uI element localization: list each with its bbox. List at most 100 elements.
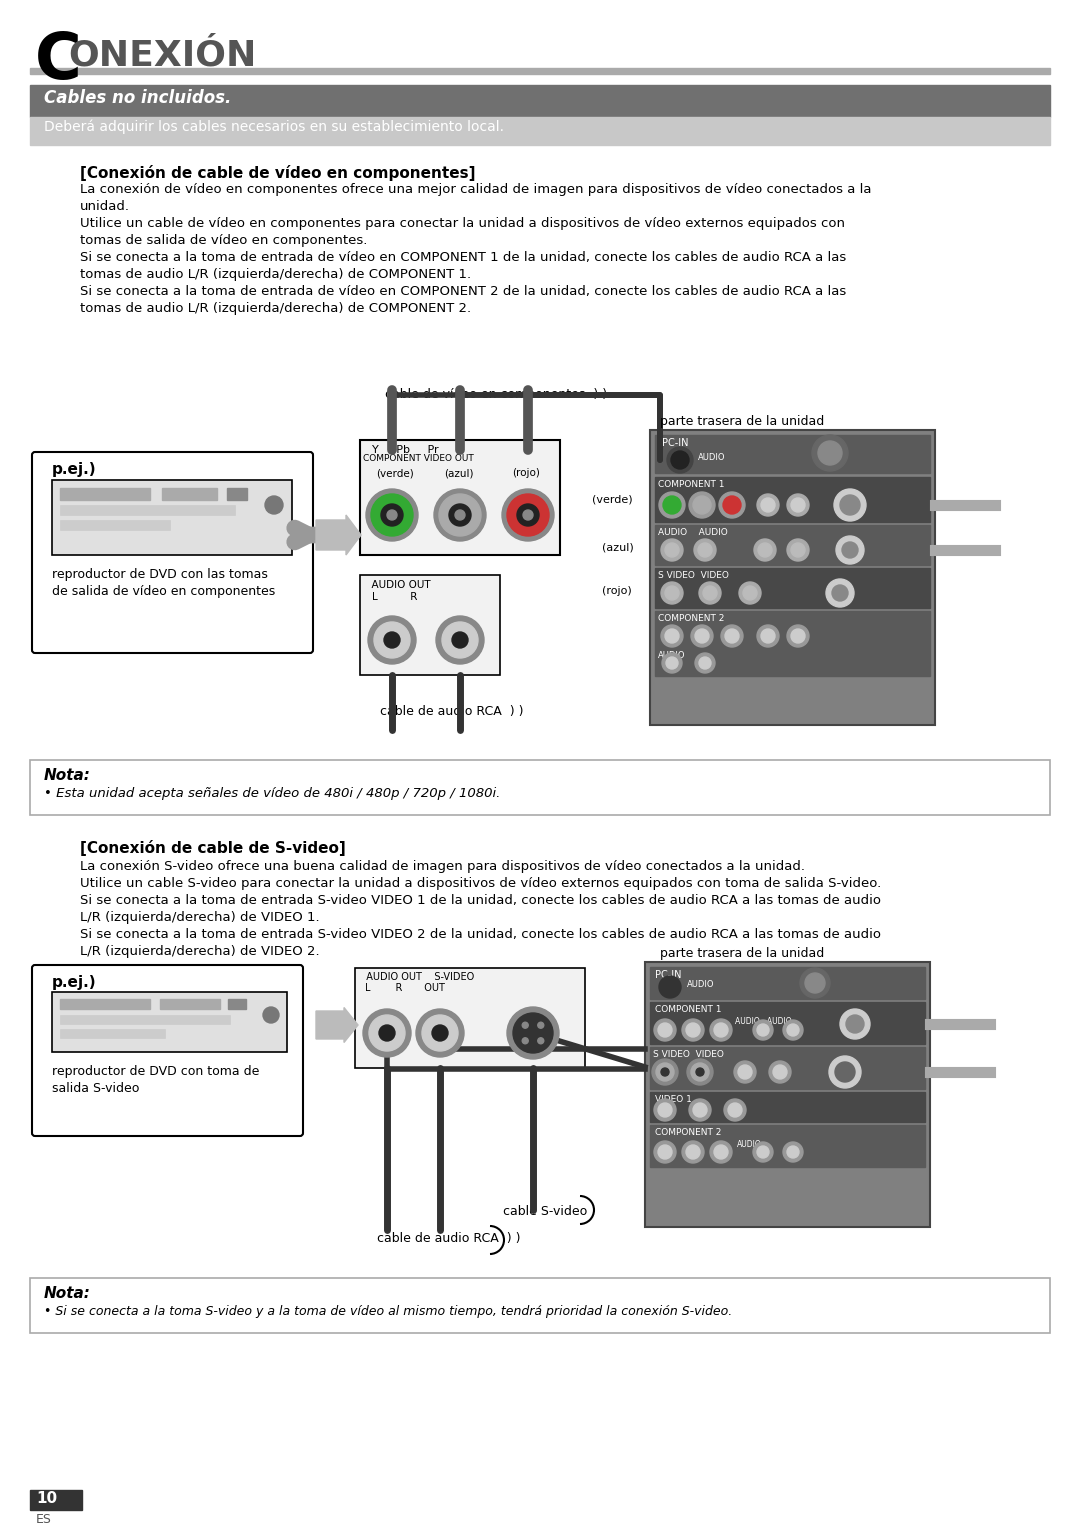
- Text: tomas de audio L/R (izquierda/derecha) de COMPONENT 1.: tomas de audio L/R (izquierda/derecha) d…: [80, 269, 471, 281]
- FancyArrow shape: [316, 514, 361, 555]
- Circle shape: [691, 1064, 708, 1080]
- Text: C: C: [35, 31, 82, 92]
- Bar: [52, 992, 287, 1051]
- Bar: [360, 439, 561, 555]
- Circle shape: [757, 1024, 769, 1036]
- Text: VIDEO 1: VIDEO 1: [654, 1096, 692, 1103]
- Text: Si se conecta a la toma de entrada S-video VIDEO 1 de la unidad, conecte los cab: Si se conecta a la toma de entrada S-vid…: [80, 894, 881, 906]
- Bar: [645, 961, 930, 1227]
- Text: AUDIO OUT: AUDIO OUT: [365, 580, 431, 591]
- Circle shape: [432, 1025, 448, 1041]
- Text: PC-IN: PC-IN: [662, 438, 689, 449]
- Bar: [162, 488, 217, 501]
- Text: L/R (izquierda/derecha) de VIDEO 1.: L/R (izquierda/derecha) de VIDEO 1.: [80, 911, 320, 925]
- Text: La conexión de vídeo en componentes ofrece una mejor calidad de imagen para disp: La conexión de vídeo en componentes ofre…: [80, 183, 872, 195]
- Circle shape: [538, 1022, 543, 1029]
- Circle shape: [658, 1103, 672, 1117]
- Circle shape: [507, 1007, 559, 1059]
- Circle shape: [658, 1022, 672, 1038]
- Circle shape: [689, 1099, 711, 1122]
- Circle shape: [840, 494, 860, 514]
- Circle shape: [517, 504, 539, 526]
- Circle shape: [434, 488, 486, 542]
- Text: • Esta unidad acepta señales de vídeo de 480i / 480p / 720p / 1080i.: • Esta unidad acepta señales de vídeo de…: [44, 787, 500, 800]
- Circle shape: [696, 1068, 704, 1076]
- Circle shape: [826, 578, 854, 607]
- Text: cable de audio RCA  ) ): cable de audio RCA ) ): [380, 705, 524, 719]
- Circle shape: [812, 435, 848, 472]
- Circle shape: [805, 974, 825, 993]
- Bar: [654, 478, 930, 522]
- Text: [Conexión de cable de vídeo en componentes]: [Conexión de cable de vídeo en component…: [80, 165, 475, 182]
- Bar: [654, 435, 930, 473]
- Circle shape: [783, 1019, 804, 1041]
- Circle shape: [661, 1068, 669, 1076]
- Circle shape: [523, 1038, 528, 1044]
- Circle shape: [754, 539, 777, 562]
- Circle shape: [714, 1022, 728, 1038]
- Circle shape: [264, 1007, 279, 1022]
- Circle shape: [836, 536, 864, 565]
- Bar: [228, 1000, 246, 1009]
- Bar: [654, 568, 930, 607]
- Text: AUDIO: AUDIO: [698, 453, 726, 462]
- Circle shape: [787, 1146, 799, 1158]
- Circle shape: [761, 629, 775, 642]
- Text: La conexión S-video ofrece una buena calidad de imagen para dispositivos de víde: La conexión S-video ofrece una buena cal…: [80, 861, 805, 873]
- Circle shape: [372, 494, 413, 536]
- Text: • Si se conecta a la toma S-video y a la toma de vídeo al mismo tiempo, tendrá p: • Si se conecta a la toma S-video y a la…: [44, 1305, 732, 1318]
- Circle shape: [659, 977, 681, 998]
- Bar: [60, 488, 150, 501]
- Circle shape: [734, 1061, 756, 1083]
- Circle shape: [791, 497, 805, 513]
- Circle shape: [689, 491, 715, 517]
- Text: AUDIO: AUDIO: [687, 980, 715, 989]
- Circle shape: [757, 626, 779, 647]
- Circle shape: [422, 1015, 458, 1051]
- Text: de salida de vídeo en componentes: de salida de vídeo en componentes: [52, 584, 275, 598]
- Bar: [30, 1277, 1050, 1334]
- Circle shape: [507, 494, 549, 536]
- Text: unidad.: unidad.: [80, 200, 130, 214]
- Circle shape: [513, 1013, 553, 1053]
- Circle shape: [502, 488, 554, 542]
- Text: S VIDEO  VIDEO: S VIDEO VIDEO: [658, 571, 729, 580]
- Bar: [30, 118, 1050, 145]
- Text: reproductor de DVD con las tomas: reproductor de DVD con las tomas: [52, 568, 268, 581]
- Circle shape: [681, 1141, 704, 1163]
- Text: Utilice un cable de vídeo en componentes para conectar la unidad a dispositivos : Utilice un cable de vídeo en componentes…: [80, 217, 845, 230]
- Text: Y     Pb     Pr: Y Pb Pr: [365, 446, 438, 455]
- Circle shape: [787, 1024, 799, 1036]
- Circle shape: [757, 1146, 769, 1158]
- Circle shape: [687, 1059, 713, 1085]
- Text: tomas de audio L/R (izquierda/derecha) de COMPONENT 2.: tomas de audio L/R (izquierda/derecha) d…: [80, 302, 471, 314]
- Text: p.ej.): p.ej.): [52, 975, 96, 990]
- Bar: [227, 488, 247, 501]
- Text: Si se conecta a la toma de entrada de vídeo en COMPONENT 2 de la unidad, conecte: Si se conecta a la toma de entrada de ví…: [80, 285, 847, 298]
- Bar: [654, 610, 930, 676]
- Circle shape: [834, 488, 866, 520]
- Circle shape: [710, 1019, 732, 1041]
- Circle shape: [753, 1141, 773, 1161]
- Circle shape: [523, 510, 534, 520]
- Circle shape: [665, 543, 679, 557]
- Circle shape: [661, 539, 683, 562]
- FancyBboxPatch shape: [32, 452, 313, 653]
- Text: (azul): (azul): [444, 468, 473, 478]
- Text: (rojo): (rojo): [512, 468, 540, 478]
- Circle shape: [663, 496, 681, 514]
- Text: Deberá adquirir los cables necesarios en su establecimiento local.: Deberá adquirir los cables necesarios en…: [44, 121, 504, 134]
- FancyBboxPatch shape: [32, 964, 303, 1135]
- Circle shape: [387, 510, 397, 520]
- Circle shape: [455, 510, 465, 520]
- Circle shape: [671, 452, 689, 468]
- Text: COMPONENT 1: COMPONENT 1: [658, 481, 725, 488]
- Circle shape: [453, 632, 468, 649]
- Circle shape: [842, 542, 858, 559]
- Circle shape: [538, 1038, 543, 1044]
- Circle shape: [654, 1141, 676, 1163]
- Text: (azul): (azul): [602, 543, 634, 552]
- Circle shape: [384, 632, 400, 649]
- Text: L        R       OUT: L R OUT: [365, 983, 445, 993]
- Bar: [30, 69, 1050, 73]
